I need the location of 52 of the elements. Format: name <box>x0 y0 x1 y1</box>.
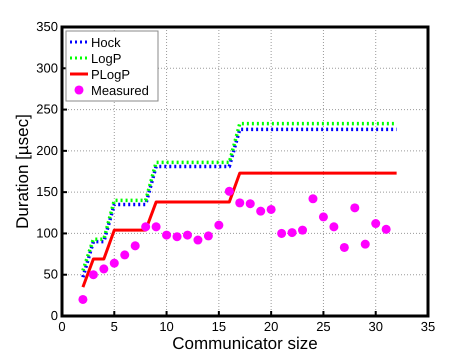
x-tick-label: 35 <box>420 319 436 334</box>
point <box>141 222 150 232</box>
point <box>99 264 108 274</box>
y-tick-label: 200 <box>36 142 58 158</box>
y-axis-title: Duration [µsec] <box>13 114 32 229</box>
y-tick-label: 50 <box>44 266 58 282</box>
point <box>360 240 370 249</box>
point <box>193 236 202 245</box>
point <box>130 241 140 250</box>
y-tick-label: 250 <box>36 102 58 117</box>
point <box>182 230 192 240</box>
y-tick-label: 350 <box>36 19 58 34</box>
point <box>277 228 286 238</box>
point <box>152 222 161 232</box>
point <box>340 242 349 252</box>
point <box>298 226 308 235</box>
point <box>88 270 98 280</box>
x-axis-title: Communicator size <box>172 334 318 353</box>
x-tick-label: 20 <box>264 319 278 334</box>
x-tick-label: 25 <box>316 319 331 334</box>
y-tick-label: 300 <box>36 60 58 76</box>
y-tick-label: 150 <box>36 184 58 200</box>
x-tick-label: 10 <box>159 319 174 334</box>
point <box>214 220 224 230</box>
point <box>308 194 318 204</box>
line-series <box>81 172 398 289</box>
point <box>329 222 338 232</box>
x-tick-label: 15 <box>212 319 226 334</box>
point <box>172 232 182 242</box>
point <box>246 199 255 208</box>
x-tick-label: 30 <box>368 319 383 334</box>
point <box>235 198 244 208</box>
point <box>318 212 328 222</box>
y-tick-label: 0 <box>50 308 58 323</box>
point <box>382 224 391 234</box>
point <box>204 231 213 240</box>
legend-label: Hock <box>91 35 122 50</box>
legend-label: PLogP <box>91 67 130 82</box>
point <box>288 228 297 238</box>
point <box>266 204 276 214</box>
point <box>110 258 119 268</box>
legend-label: Measured <box>91 83 149 98</box>
point <box>224 186 234 196</box>
point <box>371 219 380 228</box>
point <box>350 203 360 212</box>
y-tick-label: 100 <box>36 225 58 240</box>
point <box>120 250 130 260</box>
point <box>162 230 172 240</box>
point <box>78 294 88 304</box>
x-tick-label: 5 <box>110 319 118 334</box>
legend-label: LogP <box>91 51 122 66</box>
point <box>256 206 266 216</box>
